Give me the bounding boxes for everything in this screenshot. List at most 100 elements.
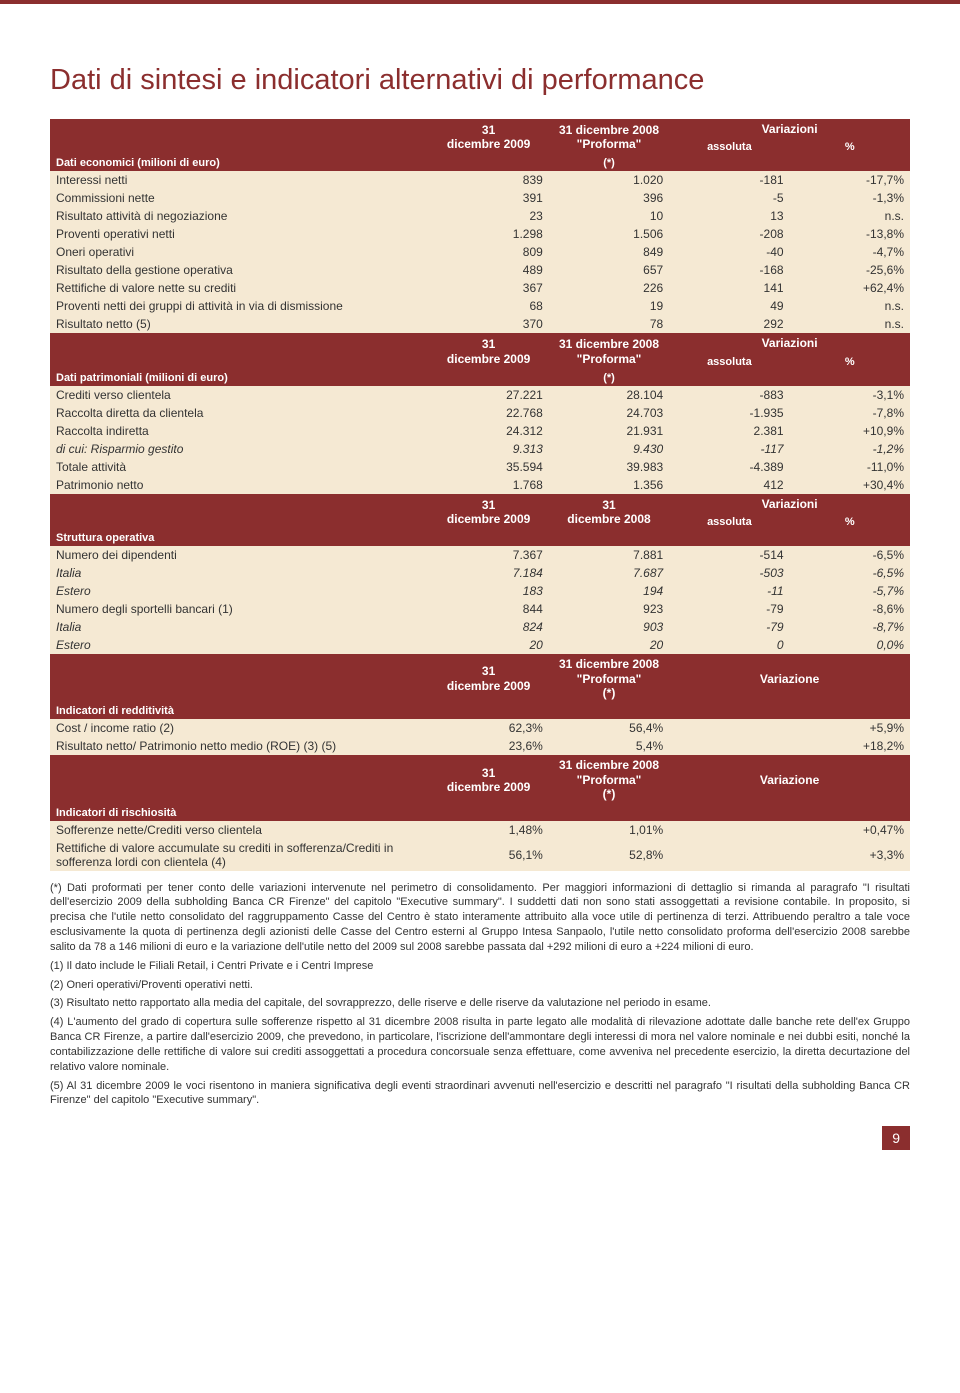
row-label: Proventi operativi netti xyxy=(50,225,428,243)
row-label: Italia xyxy=(50,618,428,636)
row-c2: 849 xyxy=(549,243,669,261)
hdr-pct: % xyxy=(790,514,910,530)
hdr-2009: 31dicembre 2009 xyxy=(428,119,548,155)
row-c1: 56,1% xyxy=(428,839,548,871)
page-number-wrap: 9 xyxy=(50,1126,910,1150)
hdr-2009: 31dicembre 2009 xyxy=(428,494,548,530)
cell: (*) xyxy=(549,155,669,171)
row-c1: 23,6% xyxy=(428,737,548,755)
footnote: (*) Dati proformati per tener conto dell… xyxy=(50,881,910,955)
cell xyxy=(428,530,548,546)
section-label-spacer xyxy=(50,333,428,369)
row-c1: 68 xyxy=(428,297,548,315)
footnote: (5) Al 31 dicembre 2009 le voci risenton… xyxy=(50,1079,910,1109)
footnote: (4) L'aumento del grado di copertura sul… xyxy=(50,1015,910,1074)
row-label: Cost / income ratio (2) xyxy=(50,719,428,737)
row-c1: 27.221 xyxy=(428,386,548,404)
row-c1: 1.768 xyxy=(428,476,548,494)
row-c4: -11,0% xyxy=(790,458,910,476)
row-label: Raccolta indiretta xyxy=(50,422,428,440)
row-c2: 9.430 xyxy=(549,440,669,458)
row-c4: -1,3% xyxy=(790,189,910,207)
row-c1: 62,3% xyxy=(428,719,548,737)
hdr-2009: 31dicembre 2009 xyxy=(428,333,548,369)
row-c4: -5,7% xyxy=(790,582,910,600)
row-c1: 7.367 xyxy=(428,546,548,564)
row-c2: 21.931 xyxy=(549,422,669,440)
hdr-2008-proforma: 31 dicembre 2008 "Proforma" xyxy=(549,119,669,155)
hdr-2009: 31dicembre 2009 xyxy=(428,654,548,703)
row-label: Risultato della gestione operativa xyxy=(50,261,428,279)
row-label: Risultato attività di negoziazione xyxy=(50,207,428,225)
row-c2: 194 xyxy=(549,582,669,600)
footnote: (2) Oneri operativi/Proventi operativi n… xyxy=(50,978,910,993)
row-c3: -208 xyxy=(669,225,789,243)
cell xyxy=(790,805,910,821)
page-title: Dati di sintesi e indicatori alternativi… xyxy=(50,64,910,97)
cell xyxy=(790,370,910,386)
section-label-spacer xyxy=(50,755,428,804)
row-c2: 7.687 xyxy=(549,564,669,582)
row-c1: 35.594 xyxy=(428,458,548,476)
row-c3: +0,47% xyxy=(669,821,910,839)
row-c1: 7.184 xyxy=(428,564,548,582)
row-label: Sofferenze nette/Crediti verso clientela xyxy=(50,821,428,839)
row-c3: -40 xyxy=(669,243,789,261)
row-label: Risultato netto (5) xyxy=(50,315,428,333)
row-c4: -6,5% xyxy=(790,564,910,582)
row-c2: 1.020 xyxy=(549,171,669,189)
hdr-variazione: Variazione xyxy=(669,654,910,703)
row-label: Proventi netti dei gruppi di attività in… xyxy=(50,297,428,315)
row-c3: +18,2% xyxy=(669,737,910,755)
cell xyxy=(790,530,910,546)
cell xyxy=(549,530,669,546)
hdr-variazioni: Variazioni xyxy=(669,119,910,139)
row-c4: -13,8% xyxy=(790,225,910,243)
cell xyxy=(549,805,669,821)
row-c3: -514 xyxy=(669,546,789,564)
row-c3: -883 xyxy=(669,386,789,404)
hdr-2008-proforma: 31 dicembre 2008 "Proforma" xyxy=(549,333,669,369)
cell xyxy=(428,155,548,171)
row-c3: -168 xyxy=(669,261,789,279)
row-c3: -5 xyxy=(669,189,789,207)
hdr-2008-proforma: 31 dicembre 2008 "Proforma"(*) xyxy=(549,755,669,804)
row-c4: -4,7% xyxy=(790,243,910,261)
row-c3: 292 xyxy=(669,315,789,333)
row-c3: 412 xyxy=(669,476,789,494)
section-label: Indicatori di rischiosità xyxy=(50,805,428,821)
row-c4: n.s. xyxy=(790,207,910,225)
row-c3: -503 xyxy=(669,564,789,582)
row-c4: -3,1% xyxy=(790,386,910,404)
row-c3: 49 xyxy=(669,297,789,315)
footnotes: (*) Dati proformati per tener conto dell… xyxy=(50,881,910,1109)
row-c2: 20 xyxy=(549,636,669,654)
hdr-pct: % xyxy=(790,139,910,155)
cell xyxy=(790,155,910,171)
row-c3: +5,9% xyxy=(669,719,910,737)
row-c3: -4.389 xyxy=(669,458,789,476)
row-c4: n.s. xyxy=(790,315,910,333)
row-c4: -6,5% xyxy=(790,546,910,564)
row-c1: 370 xyxy=(428,315,548,333)
row-c1: 844 xyxy=(428,600,548,618)
cell xyxy=(549,703,669,719)
row-c2: 24.703 xyxy=(549,404,669,422)
row-c1: 824 xyxy=(428,618,548,636)
row-label: Numero dei dipendenti xyxy=(50,546,428,564)
row-label: Interessi netti xyxy=(50,171,428,189)
row-c2: 52,8% xyxy=(549,839,669,871)
hdr-variazione: Variazione xyxy=(669,755,910,804)
row-c1: 20 xyxy=(428,636,548,654)
row-c1: 1,48% xyxy=(428,821,548,839)
cell xyxy=(428,370,548,386)
row-c2: 1.356 xyxy=(549,476,669,494)
cell xyxy=(428,703,548,719)
row-c3: +3,3% xyxy=(669,839,910,871)
row-c4: n.s. xyxy=(790,297,910,315)
row-c3: -79 xyxy=(669,600,789,618)
hdr-pct: % xyxy=(790,354,910,370)
row-c4: +30,4% xyxy=(790,476,910,494)
section-label: Dati patrimoniali (milioni di euro) xyxy=(50,370,428,386)
row-c2: 56,4% xyxy=(549,719,669,737)
